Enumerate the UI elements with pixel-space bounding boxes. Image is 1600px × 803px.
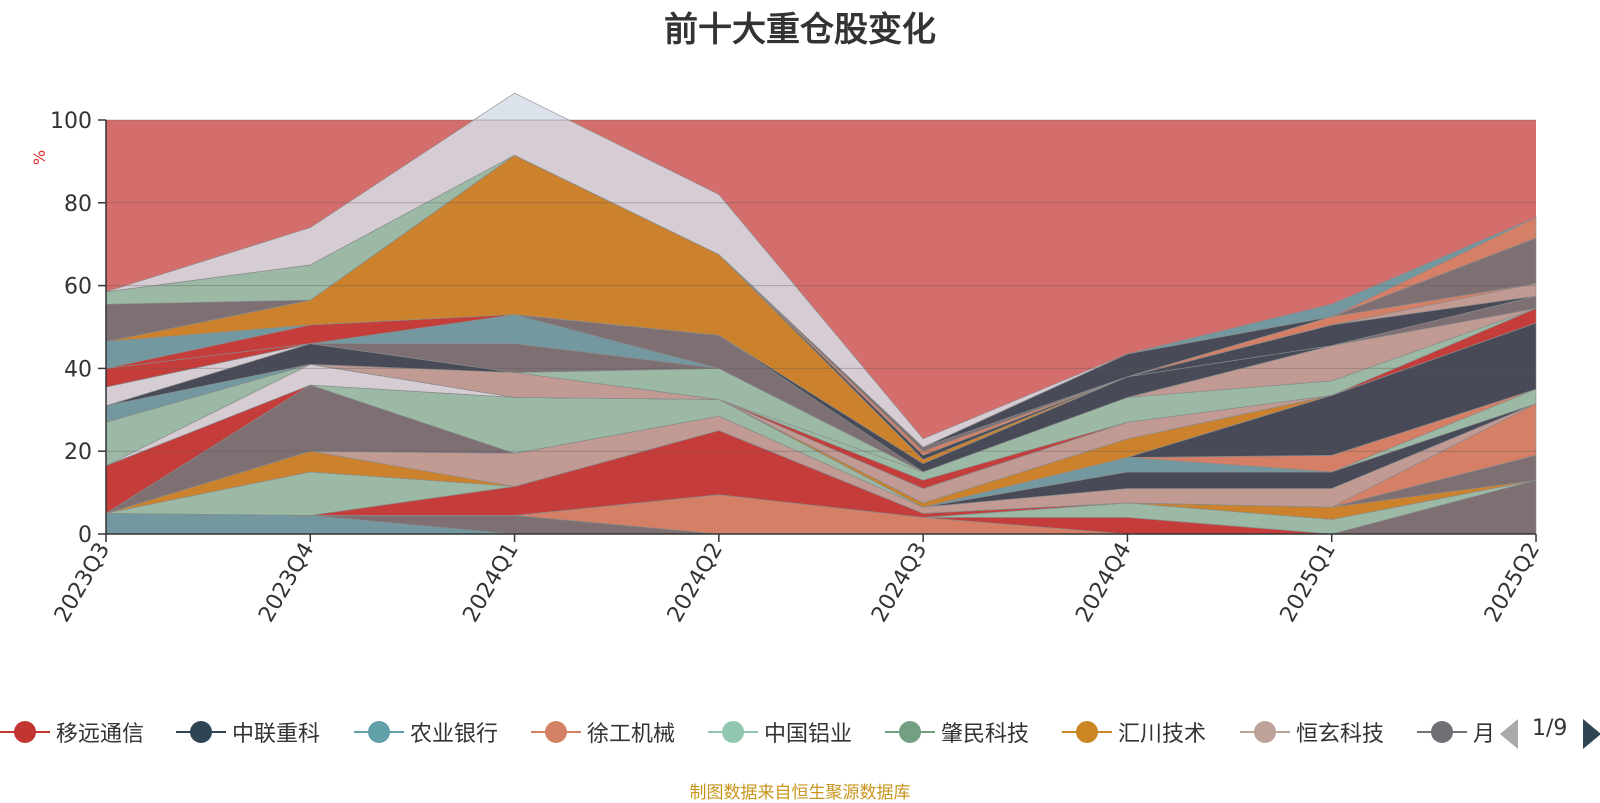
legend-item[interactable]: 移远通信 bbox=[0, 712, 144, 752]
legend-marker-icon bbox=[1240, 721, 1290, 743]
legend-next-page-button[interactable] bbox=[1583, 719, 1600, 749]
y-tick-label: 60 bbox=[64, 275, 92, 300]
y-tick-label: 80 bbox=[64, 192, 92, 217]
legend-item[interactable]: 月 bbox=[1417, 712, 1495, 752]
legend-label: 移远通信 bbox=[56, 722, 145, 747]
legend-item[interactable]: 恒玄科技 bbox=[1240, 712, 1384, 752]
legend-marker-icon bbox=[1062, 721, 1112, 743]
areas-layer bbox=[105, 92, 1537, 535]
legend-label: 肇民科技 bbox=[941, 722, 1030, 747]
y-tick-label: 100 bbox=[50, 109, 92, 134]
legend-marker-icon bbox=[0, 721, 50, 743]
legend-prev-page-button[interactable] bbox=[1500, 719, 1518, 749]
legend-marker-icon bbox=[1417, 721, 1467, 743]
y-tick-label: 20 bbox=[64, 440, 92, 465]
x-tick-label: 2023Q3 bbox=[50, 539, 115, 627]
y-tick-label: 0 bbox=[78, 523, 92, 548]
x-tick-label: 2024Q2 bbox=[663, 539, 728, 627]
legend-label: 农业银行 bbox=[410, 722, 499, 747]
legend-label: 中国铝业 bbox=[764, 722, 853, 747]
legend-label: 恒玄科技 bbox=[1296, 722, 1385, 747]
chart-title: 前十大重仓股变化 bbox=[664, 10, 936, 50]
legend-label: 汇川技术 bbox=[1118, 722, 1207, 747]
legend-marker-icon bbox=[708, 721, 758, 743]
legend-item[interactable]: 汇川技术 bbox=[1062, 712, 1206, 752]
legend-item[interactable]: 肇民科技 bbox=[885, 712, 1029, 752]
source-note: 制图数据来自恒生聚源数据库 bbox=[689, 783, 911, 803]
legend-label: 徐工机械 bbox=[587, 722, 676, 747]
legend-marker-icon bbox=[531, 721, 581, 743]
stacked-area-chart: 0 20 40 60 80 100 2023Q3 2023Q4 2024Q1 2024Q2 2024… bbox=[50, 92, 1545, 627]
legend-item[interactable]: 徐工机械 bbox=[531, 712, 675, 752]
y-tick-label: 40 bbox=[64, 357, 92, 382]
legend-label: 月 bbox=[1473, 722, 1496, 747]
x-tick-label: 2024Q4 bbox=[1071, 539, 1136, 627]
x-tick-label: 2024Q1 bbox=[458, 539, 523, 627]
legend-item[interactable]: 农业银行 bbox=[354, 712, 498, 752]
area-series-52 bbox=[105, 92, 1537, 448]
legend-page-indicator: 1/9 bbox=[1532, 716, 1568, 741]
legend-marker-icon bbox=[354, 721, 404, 743]
legend-item[interactable]: 中国铝业 bbox=[708, 712, 852, 752]
legend-item[interactable]: 中联重科 bbox=[176, 712, 320, 752]
legend: 移远通信 中联重科 农业银行 徐工机械 中国铝业 肇民科技 汇川技术 恒玄科技 月 bbox=[0, 712, 1600, 752]
x-tick-label: 2025Q1 bbox=[1276, 539, 1341, 627]
legend-marker-icon bbox=[176, 721, 226, 743]
x-tick-label: 2024Q3 bbox=[867, 539, 932, 627]
legend-marker-icon bbox=[885, 721, 935, 743]
x-tick-label: 2025Q2 bbox=[1480, 539, 1545, 627]
legend-label: 中联重科 bbox=[232, 722, 321, 747]
x-tick-label: 2023Q4 bbox=[254, 539, 319, 627]
